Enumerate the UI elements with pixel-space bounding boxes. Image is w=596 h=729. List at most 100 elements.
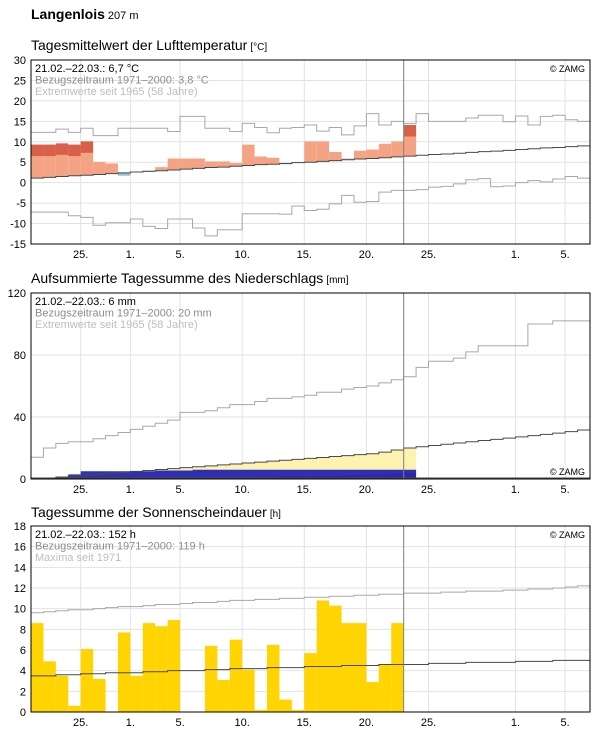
temp-anomaly-bar [242,144,255,166]
y-tick-label: -5 [16,198,26,210]
sunshine-bar [68,705,81,712]
temp-warm-accent-bar [43,144,56,157]
sunshine-panel-title: Tagessumme der Sonnenscheindauer [h] [31,504,281,520]
data-marks [31,585,590,712]
sunshine-bar [304,653,317,712]
data-marks [31,113,590,237]
x-tick-label: 20. [359,717,374,729]
x-tick-label: 1. [126,717,135,729]
sunshine-bar [43,661,56,712]
sunshine-bar [130,675,143,712]
precipitation-unit: [mm] [326,275,349,286]
sunshine-bar [117,632,131,712]
y-tick-label: 18 [14,521,26,533]
station-name: Langenlois [31,6,105,22]
y-tick-label: 5 [20,157,26,169]
sunshine-bar [55,675,69,712]
x-tick-label: 25. [421,484,436,496]
x-tick-label: 20. [359,249,374,261]
temp-anomaly-bar [341,158,354,160]
temp-warm-accent-bar [403,125,417,137]
sunshine-unit: [h] [269,509,281,520]
y-tick-label: 80 [14,350,26,362]
temp-anomaly-bar [254,156,268,165]
temp-anomaly-bar [366,149,379,159]
y-tick-label: 0 [20,474,26,486]
y-tick-label: 2 [20,686,26,698]
precip-normal-line [31,429,590,480]
x-tick-label: 1. [126,249,135,261]
sunshine-bar [366,682,379,712]
y-tick-label: 25 [14,75,26,87]
legend-entry: Maxima seit 1971 [35,552,121,564]
x-tick-label: 25. [73,249,88,261]
legend-entry: Bezugszeitraum 1971–2000: 20 mm [35,308,212,320]
sunshine-bar [155,626,168,712]
sunshine-bar [217,679,230,712]
sunshine-bar [378,664,392,712]
y-tick-label: 16 [14,542,26,554]
sunshine-bar [267,644,280,712]
data-marks [31,320,590,480]
sunshine-bar [80,648,94,712]
temp-anomaly-bar [105,163,118,174]
y-tick-label: 8 [20,624,26,636]
x-tick-label: 25. [421,717,436,729]
x-tick-label: 5. [175,249,184,261]
legend-entry: 21.02.–22.03.: 152 h [35,529,136,541]
sunshine-bar [142,623,156,712]
sunshine-bar [204,645,218,712]
temperature-title: Tagesmittelwert der Lufttemperatur [31,37,248,53]
sunshine-bar [167,620,181,712]
y-tick-label: 10 [14,604,26,616]
x-tick-label: 5. [175,484,184,496]
temp-anomaly-bar [204,161,218,168]
legend-entry: Bezugszeitraum 1971–2000: 3,8 °C [35,75,209,87]
temp-anomaly-bar [329,152,342,161]
y-tick-label: 15 [14,116,26,128]
temperature-unit: [°C] [250,42,268,53]
y-tick-label: 14 [14,562,26,574]
sunshine-maxima-line [31,585,590,614]
temp-anomaly-bar [391,141,404,157]
legend-entry: 21.02.–22.03.: 6,7 °C [35,63,139,75]
x-tick-label: 1. [511,717,520,729]
sunshine-bar [254,709,268,712]
temp-warm-accent-bar [31,144,44,157]
temperature-chart: -15 -10 -5 0 5 10 15 20 25 30 25. 1. 5. 10. 15. 20. 25. 1… [10,55,591,261]
y-tick-label: 0 [20,178,26,190]
temp-anomaly-bar [155,167,168,171]
sunshine-bar [31,623,44,712]
copyright-label: © ZAMG [550,530,585,540]
x-tick-label: 10. [235,717,250,729]
plot-frame [30,292,591,480]
legend-entry: Bezugszeitraum 1971–2000: 119 h [35,541,205,553]
sunshine-bar [353,623,367,712]
temp-extreme-min-line [31,176,590,237]
station-altitude: 207 m [107,10,139,22]
temp-anomaly-bar [93,161,106,175]
temperature-panel-title: Tagesmittelwert der Lufttemperatur [°C] [31,37,267,53]
x-tick-label: 20. [359,484,374,496]
y-tick-label: 20 [14,96,26,108]
y-tick-label: 0 [20,707,26,719]
precipitation-title: Aufsummierte Tagessumme des Niederschlag… [31,270,324,286]
temp-anomaly-bar [167,158,181,170]
x-tick-label: 15. [297,717,312,729]
legend-entry: Extremwerte seit 1965 (58 Jahre) [35,319,198,331]
plot-frame [30,59,591,245]
y-tick-label: 120 [8,288,26,300]
sunshine-bar [93,678,106,712]
x-tick-label: 10. [235,249,250,261]
copyright-label: © ZAMG [550,64,585,74]
temp-anomaly-bar [304,141,317,163]
temp-anomaly-bar [229,163,243,167]
x-tick-label: 1. [511,249,520,261]
legend-entry: Extremwerte seit 1965 (58 Jahre) [35,86,198,98]
temp-anomaly-bar [316,141,330,162]
y-tick-label: 12 [14,583,26,595]
sunshine-bar [229,639,243,712]
y-tick-label: 6 [20,645,26,657]
precipitation-chart: 0 40 80 120 25. 1. 5. 10. 15. 20. 25. 1. 5. 21.02.–22… [8,288,591,496]
sunshine-bar [291,709,305,712]
